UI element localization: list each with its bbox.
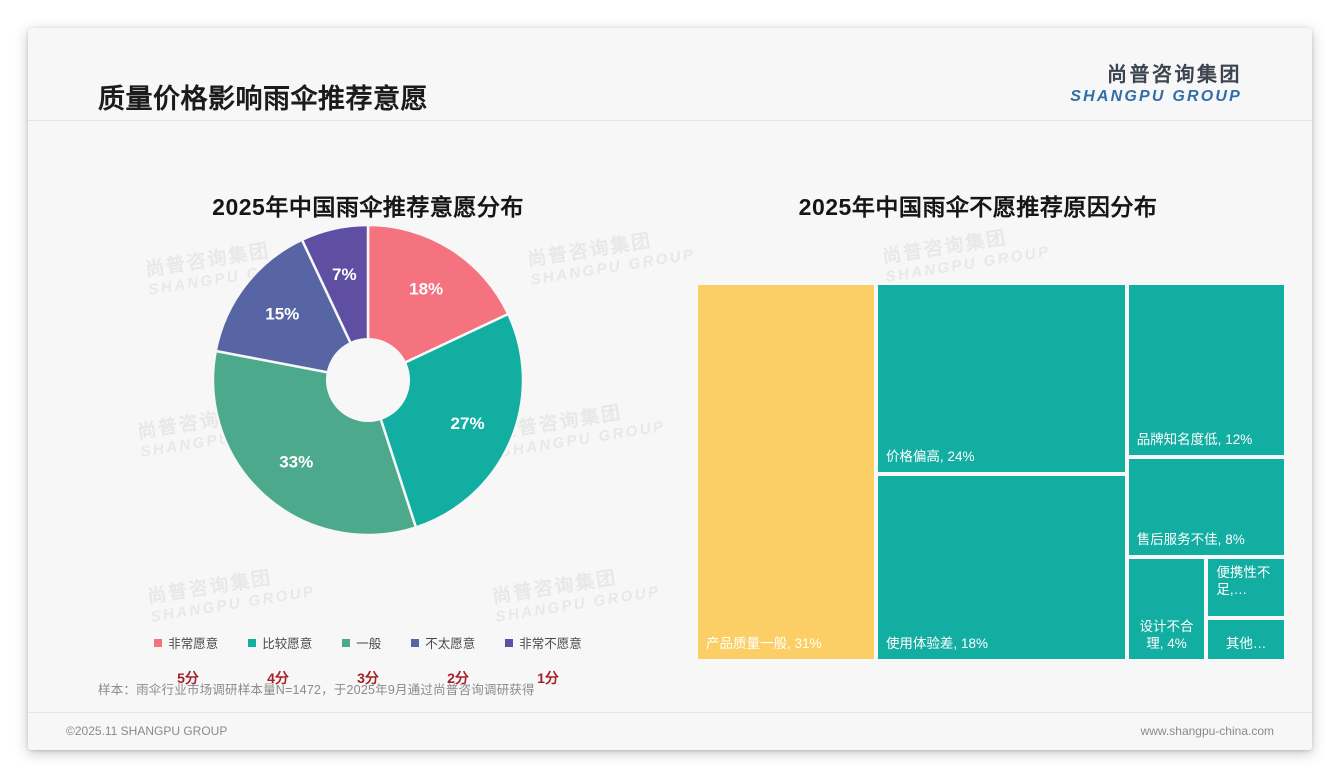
- legend-swatch-icon: [411, 638, 420, 647]
- treemap-cell-label: 设计不合理, 4%: [1139, 619, 1194, 652]
- treemap-cell-label: 其他…: [1225, 636, 1267, 652]
- treemap-cell[interactable]: 便携性不足,…: [1206, 557, 1286, 618]
- donut-chart-panel: 2025年中国雨伞推荐意愿分布 18% 27% 33% 15% 7% 非常愿意 比较愿意 一…: [68, 138, 668, 698]
- legend-swatch-icon: [154, 638, 163, 647]
- website-link[interactable]: www.shangpu-china.com: [1140, 724, 1274, 738]
- legend-item-0[interactable]: 非常愿意: [154, 633, 218, 652]
- donut-slice-label: 18%: [409, 279, 443, 298]
- donut-slice[interactable]: [214, 238, 371, 382]
- legend-label: 一般: [356, 637, 382, 651]
- treemap-chart-title: 2025年中国雨伞不愿推荐原因分布: [798, 194, 1158, 220]
- legend-label: 非常不愿意: [519, 637, 582, 651]
- treemap-chart-area: 产品质量一般, 31% 价格偏高, 24% 使用体验差, 18% 品牌知名度低, 12…: [696, 283, 1286, 661]
- score-label-0: 5分: [177, 670, 199, 686]
- donut-legend: 非常愿意 比较愿意 一般 不太愿意 非常不愿意: [68, 633, 668, 652]
- treemap-cell-label: 价格偏高, 24%: [885, 449, 975, 464]
- footer-bar: ©2025.11 SHANGPU GROUP www.shangpu-china…: [28, 712, 1312, 750]
- treemap-cell-label: 使用体验差, 18%: [885, 636, 988, 652]
- legend-item-4[interactable]: 非常不愿意: [505, 633, 582, 652]
- page-title: 质量价格影响雨伞推荐意愿: [98, 84, 428, 114]
- legend-swatch-icon: [342, 638, 351, 647]
- slide-canvas: 尚普咨询集团 SHANGPU GROUP 尚普咨询集团 SHANGPU GROU…: [28, 28, 1312, 750]
- treemap-cell[interactable]: 其他…: [1206, 617, 1286, 661]
- legend-label: 不太愿意: [425, 637, 476, 651]
- treemap-cell[interactable]: 售后服务不佳, 8%: [1126, 456, 1286, 558]
- donut-slice-label: 15%: [265, 304, 299, 323]
- treemap-cell-label: 售后服务不佳, 8%: [1136, 532, 1245, 548]
- donut-slice-label: 27%: [451, 414, 485, 433]
- copyright-text: ©2025.11 SHANGPU GROUP: [66, 724, 228, 738]
- logo-chinese-text: 尚普咨询集团: [1107, 64, 1242, 86]
- donut-hole: [326, 338, 410, 422]
- sample-note: 样本：雨伞行业市场调研样本量N=1472，于2025年9月通过尚普咨询调研获得: [98, 683, 535, 697]
- donut-svg: 18% 27% 33% 15% 7%: [211, 223, 525, 537]
- donut-slice-label: 7%: [332, 265, 357, 284]
- score-axis-row: 5分 4分 3分 2分 1分: [68, 668, 668, 688]
- brand-logo: 尚普咨询集团 SHANGPU GROUP: [1070, 64, 1242, 106]
- donut-chart-title: 2025年中国雨伞推荐意愿分布: [212, 194, 524, 220]
- logo-english-text: SHANGPU GROUP: [1070, 88, 1242, 105]
- treemap-cell-label: 品牌知名度低, 12%: [1136, 432, 1253, 447]
- donut-slice-label: 33%: [279, 452, 313, 471]
- treemap-cell[interactable]: 产品质量一般, 31%: [696, 283, 876, 661]
- score-label-4: 1分: [537, 670, 559, 686]
- treemap-cell[interactable]: 使用体验差, 18%: [875, 473, 1127, 661]
- treemap-cell[interactable]: 设计不合理, 4%: [1126, 557, 1207, 661]
- donut-slice[interactable]: [366, 223, 510, 382]
- legend-label: 非常愿意: [168, 637, 219, 651]
- donut-chart-area: 18% 27% 33% 15% 7%: [68, 223, 668, 593]
- legend-swatch-icon: [505, 638, 514, 647]
- legend-item-2[interactable]: 一般: [342, 633, 381, 652]
- treemap-cell[interactable]: 品牌知名度低, 12%: [1126, 283, 1286, 457]
- slide-header: 质量价格影响雨伞推荐意愿 尚普咨询集团 SHANGPU GROUP: [28, 28, 1312, 121]
- treemap-cell-label: 便携性不足,…: [1216, 565, 1271, 597]
- treemap-cell[interactable]: 价格偏高, 24%: [875, 283, 1127, 474]
- donut-slice[interactable]: [300, 223, 370, 381]
- legend-label: 比较愿意: [262, 637, 313, 651]
- treemap-chart-panel: 2025年中国雨伞不愿推荐原因分布 产品质量一般, 31% 价格偏高, 24% 使用…: [678, 138, 1286, 698]
- legend-swatch-icon: [248, 638, 257, 647]
- legend-item-3[interactable]: 不太愿意: [411, 633, 475, 652]
- score-label-1: 4分: [267, 670, 289, 686]
- treemap-cell-label: 产品质量一般, 31%: [706, 636, 822, 652]
- score-label-3: 2分: [447, 670, 469, 686]
- legend-item-1[interactable]: 比较愿意: [248, 633, 312, 652]
- score-label-2: 3分: [357, 670, 379, 686]
